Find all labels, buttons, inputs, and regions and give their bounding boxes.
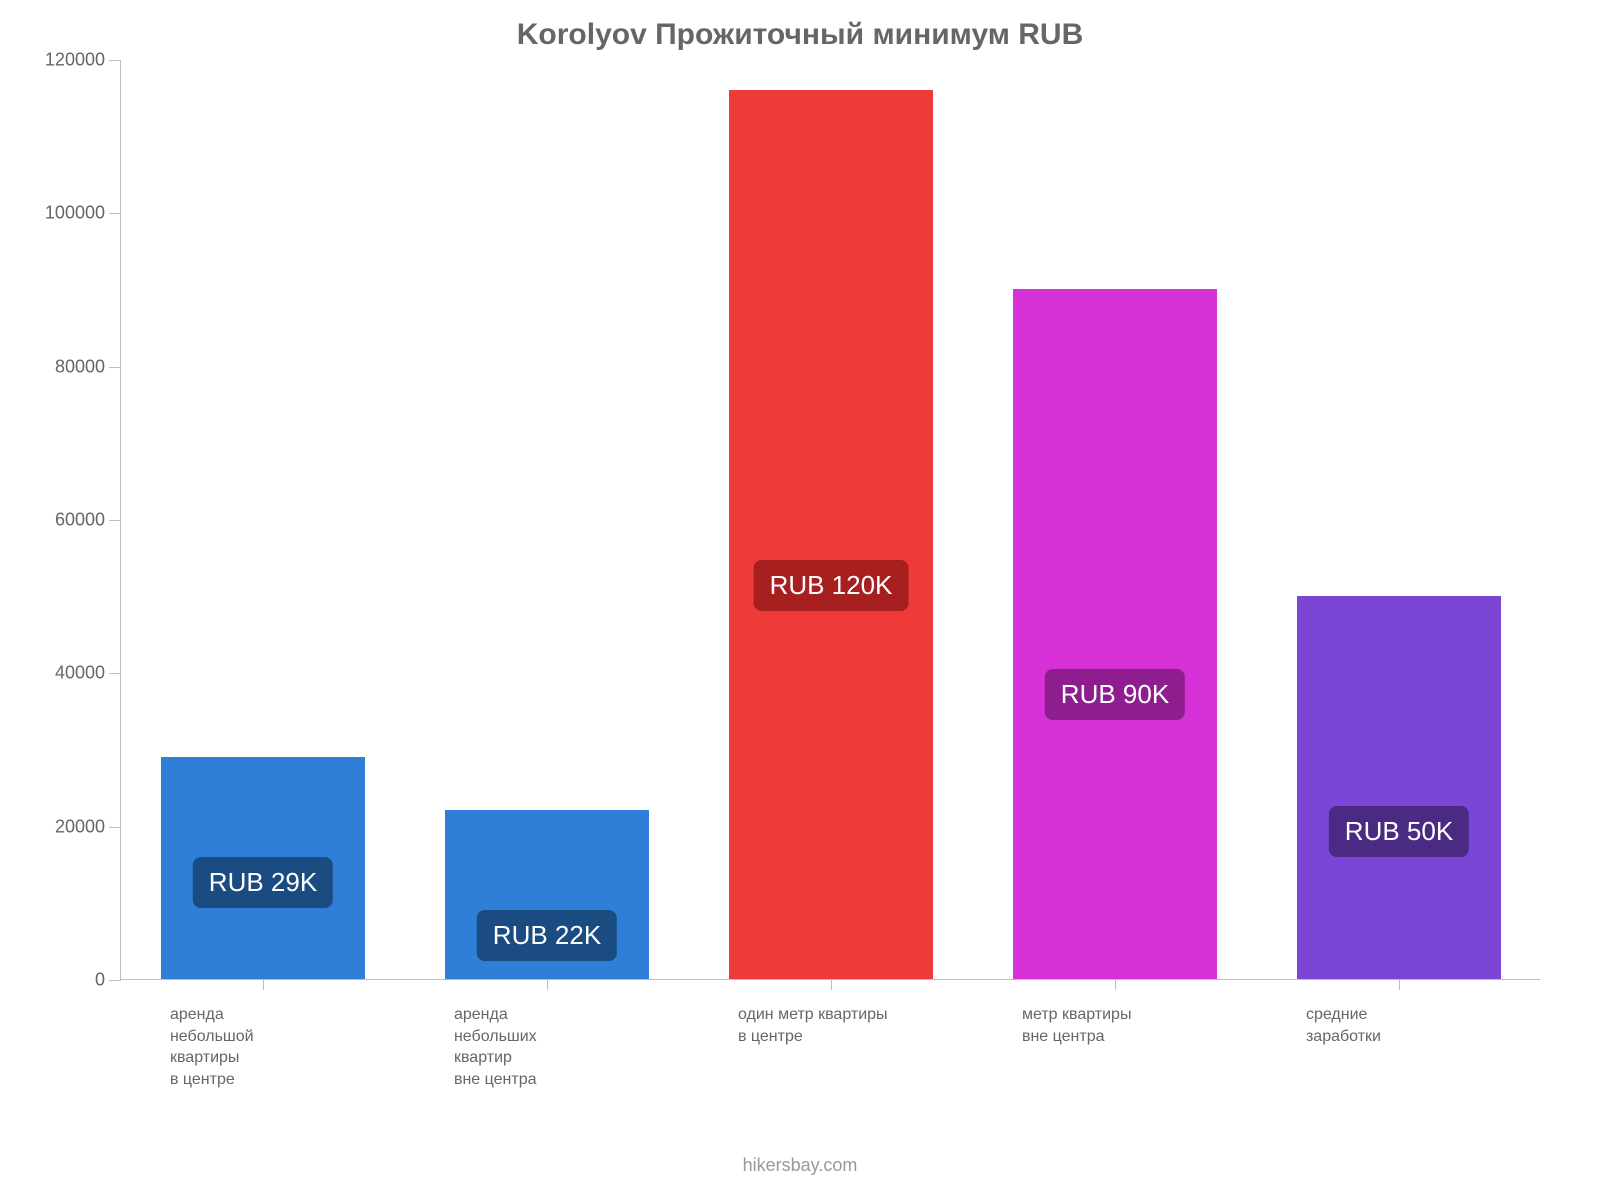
y-tick-label: 60000 xyxy=(55,510,105,531)
y-tick xyxy=(109,213,121,214)
bar: RUB 90K xyxy=(1013,289,1217,979)
x-tick xyxy=(831,980,832,990)
x-axis-label: аренданебольшихквартирвне центра xyxy=(454,1004,679,1090)
bar-value-badge: RUB 120K xyxy=(754,560,909,611)
bar-value-badge: RUB 50K xyxy=(1329,806,1469,857)
x-tick xyxy=(547,980,548,990)
x-tick xyxy=(1399,980,1400,990)
chart-title: Korolyov Прожиточный минимум RUB xyxy=(0,18,1600,52)
y-tick xyxy=(109,980,121,981)
bar: RUB 120K xyxy=(729,90,933,979)
y-tick xyxy=(109,827,121,828)
y-tick xyxy=(109,520,121,521)
plot-area: RUB 29KRUB 22KRUB 120KRUB 90KRUB 50K 020… xyxy=(120,60,1540,980)
bar: RUB 50K xyxy=(1297,596,1501,979)
x-axis-label: один метр квартирыв центре xyxy=(738,1004,963,1047)
chart-container: Korolyov Прожиточный минимум RUB RUB 29K… xyxy=(0,0,1600,1200)
y-tick-label: 80000 xyxy=(55,356,105,377)
y-tick xyxy=(109,60,121,61)
x-axis-label: аренданебольшойквартирыв центре xyxy=(170,1004,395,1090)
x-tick xyxy=(1115,980,1116,990)
attribution-text: hikersbay.com xyxy=(0,1155,1600,1176)
y-tick-label: 0 xyxy=(95,970,105,991)
y-tick-label: 120000 xyxy=(45,50,105,71)
y-tick-label: 100000 xyxy=(45,203,105,224)
x-axis-label: метр квартирывне центра xyxy=(1022,1004,1247,1047)
bar-value-badge: RUB 90K xyxy=(1045,669,1185,720)
y-tick-label: 40000 xyxy=(55,663,105,684)
x-tick xyxy=(263,980,264,990)
x-axis-label: средниезаработки xyxy=(1306,1004,1531,1047)
bar: RUB 29K xyxy=(161,757,365,979)
bar: RUB 22K xyxy=(445,810,649,979)
bar-value-badge: RUB 29K xyxy=(193,857,333,908)
bar-value-badge: RUB 22K xyxy=(477,910,617,961)
y-tick xyxy=(109,367,121,368)
y-tick xyxy=(109,673,121,674)
bars-layer: RUB 29K RUB 22K RUB 120K RUB 90K RUB 50K xyxy=(121,60,1540,979)
y-tick-label: 20000 xyxy=(55,816,105,837)
